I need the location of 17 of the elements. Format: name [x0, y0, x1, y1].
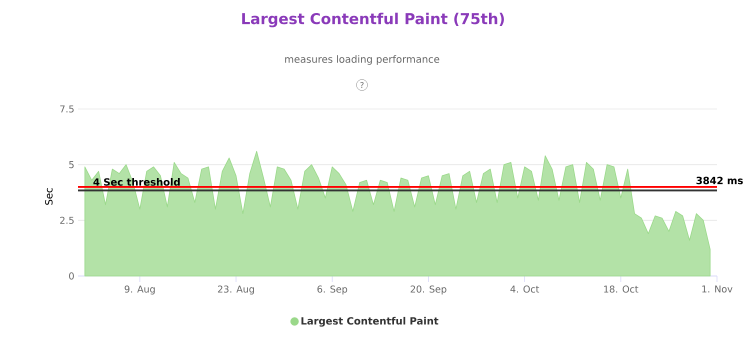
x-tick-label: 6. Sep — [317, 286, 348, 295]
x-tick-label: 4. Oct — [510, 286, 540, 293]
y-tick-label: 2.5 — [60, 216, 74, 224]
y-tick-label: 7.5 — [60, 105, 74, 113]
x-tick-label: 18. Oct — [604, 286, 638, 293]
y-axis-title: Sec — [45, 188, 53, 205]
chart-subtitle: measures loading performance — [285, 55, 440, 65]
x-tick-label: 1. Nov — [702, 286, 732, 293]
ref-line-label: 3842 ms — [696, 176, 743, 184]
chart-title: Largest Contentful Paint (75th) — [242, 12, 504, 28]
ref-line-label: 4 Sec threshold — [93, 178, 180, 186]
x-tick-label: 23. Aug — [218, 286, 254, 295]
y-tick-label: 0 — [69, 272, 74, 280]
y-tick-label: 5 — [69, 161, 74, 168]
x-tick-label: 20. Sep — [410, 286, 446, 295]
x-tick-label: 9. Aug — [124, 286, 155, 295]
legend-label: Largest Contentful Paint — [301, 316, 438, 327]
